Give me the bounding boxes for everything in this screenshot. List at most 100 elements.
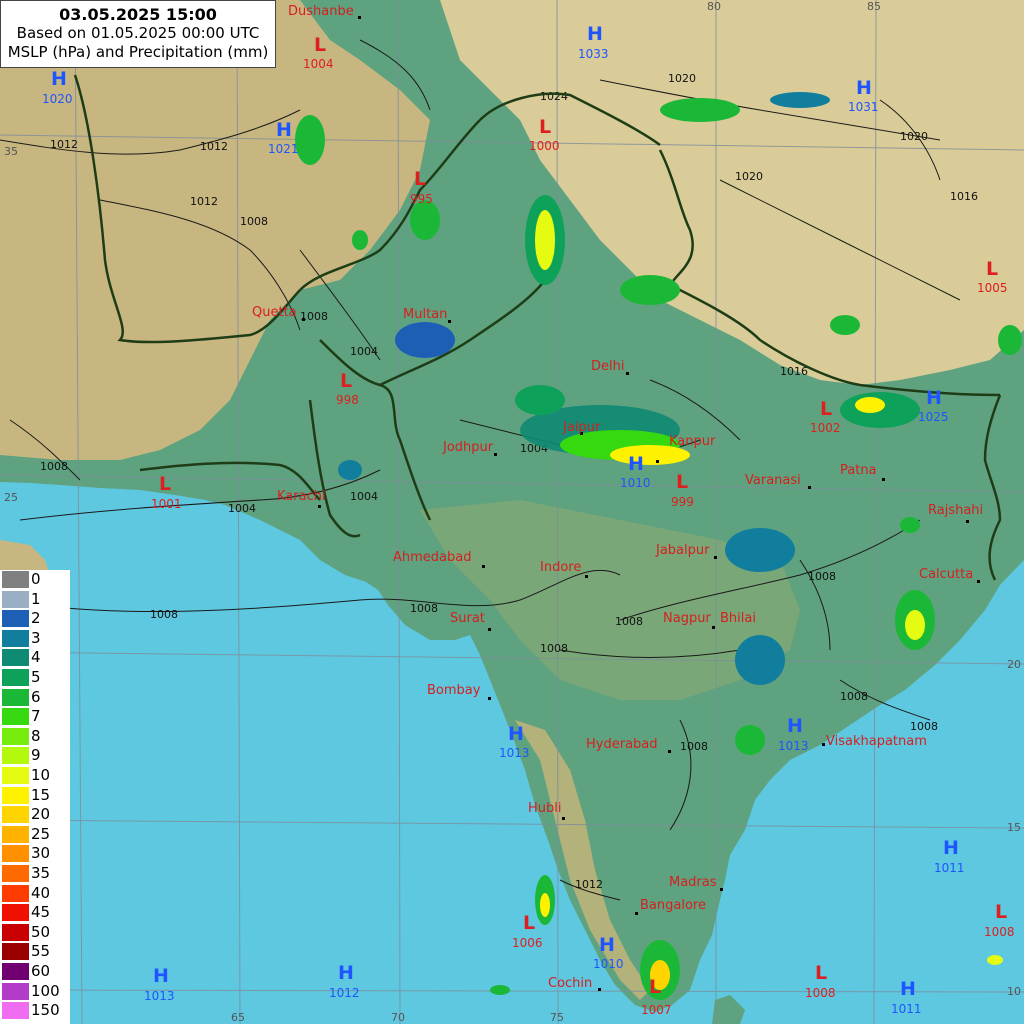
- isobar-label: 1008: [300, 310, 328, 323]
- legend-label: 20: [31, 805, 51, 824]
- isobar-label: 1012: [575, 878, 603, 891]
- grid-label-lat-10: 10: [1007, 985, 1021, 998]
- high-pressure-symbol: H: [943, 837, 959, 859]
- high-pressure-value: 1012: [329, 986, 360, 1000]
- legend-swatch: [2, 571, 29, 588]
- isobar-label: 1012: [190, 195, 218, 208]
- low-pressure-value: 995: [410, 192, 433, 206]
- high-pressure-value: 1010: [620, 476, 651, 490]
- isobar-label: 1020: [668, 72, 696, 85]
- legend-label: 35: [31, 864, 51, 882]
- low-pressure-value: 1007: [641, 1003, 672, 1017]
- low-pressure-symbol: L: [340, 370, 352, 392]
- city-label-indore: Indore: [540, 560, 581, 575]
- isobar-lines: [0, 39, 961, 901]
- low-pressure-value: 1008: [984, 925, 1015, 939]
- legend-label: 3: [31, 628, 41, 647]
- city-label-quetta: Quetta: [252, 305, 297, 320]
- legend-row: 50: [0, 923, 70, 943]
- city-label-jodhpur: Jodhpur: [442, 440, 494, 455]
- city-label-rajshahi: Rajshahi: [928, 503, 983, 518]
- grid-label-lon-65: 65: [231, 1011, 245, 1024]
- legend-label: 150: [31, 1001, 60, 1020]
- city-label-nagpur: Nagpur: [663, 611, 711, 626]
- isobar-label: 1008: [410, 602, 438, 615]
- legend-swatch: [2, 923, 29, 941]
- high-pressure-value: 1025: [918, 410, 949, 424]
- city-label-bombay: Bombay: [427, 683, 481, 698]
- legend-label: 4: [31, 648, 41, 667]
- legend-row: 100: [0, 982, 70, 1002]
- map-title-box: 03.05.2025 15:00 Based on 01.05.2025 00:…: [0, 0, 276, 68]
- legend-swatch: [2, 825, 29, 843]
- high-pressure-symbol: H: [599, 934, 615, 956]
- high-pressure-symbol: H: [900, 978, 916, 1000]
- legend-row: 8: [0, 727, 70, 747]
- legend-swatch: [2, 767, 29, 784]
- legend-label: 55: [31, 942, 51, 961]
- low-pressure-value: 1008: [805, 986, 836, 1000]
- city-label-jabalpur: Jabalpur: [655, 543, 710, 558]
- legend-label: 30: [31, 844, 51, 863]
- low-pressure-value: 999: [671, 495, 694, 509]
- city-label-dushanbe: Dushanbe: [288, 4, 354, 19]
- legend-swatch: [2, 786, 29, 804]
- high-pressure-value: 1021: [268, 142, 299, 156]
- low-pressure-value: 998: [336, 393, 359, 407]
- isobar-label: 1012: [50, 138, 78, 151]
- legend-swatch: [2, 747, 29, 765]
- legend-swatch: [2, 708, 29, 726]
- ghats: [515, 720, 650, 1000]
- city-label-multan: Multan: [403, 307, 447, 322]
- precipitation: [295, 92, 1022, 1000]
- high-pressure-value: 1033: [578, 47, 609, 61]
- pressure-centers: L 1004 H 1033 H 1020 H 1021 L 1000 L 995…: [42, 23, 1015, 1017]
- legend-swatch: [2, 610, 29, 628]
- legend-row: 0: [0, 570, 70, 590]
- city-label-varanasi: Varanasi: [745, 473, 801, 488]
- legend-row: 9: [0, 746, 70, 766]
- legend-swatch: [2, 669, 29, 686]
- high-pressure-symbol: H: [276, 119, 292, 141]
- isobar-label: 1004: [350, 345, 378, 358]
- legend-row: 25: [0, 825, 70, 845]
- city-label-karachi: Karachi: [277, 489, 326, 504]
- isobar-label: 1008: [910, 720, 938, 733]
- city-label-visakhapatnam: Visakhapatnam: [826, 734, 927, 749]
- legend-label: 50: [31, 922, 51, 941]
- grid-label-lon-80: 80: [707, 0, 721, 13]
- legend-row: 30: [0, 844, 70, 864]
- high-pressure-value: 1013: [499, 746, 530, 760]
- legend-swatch: [2, 884, 29, 902]
- isobar-label: 1008: [615, 615, 643, 628]
- legend-swatch: [2, 904, 29, 922]
- isobar-label: 1008: [150, 608, 178, 621]
- city-label-bangalore: Bangalore: [640, 898, 706, 913]
- legend-row: 15: [0, 786, 70, 806]
- legend-label: 15: [31, 785, 51, 804]
- legend-swatch: [2, 1002, 29, 1020]
- legend-swatch: [2, 590, 29, 608]
- high-pressure-value: 1020: [42, 92, 73, 106]
- city-label-cochin: Cochin: [548, 976, 592, 991]
- legend-label: 45: [31, 903, 51, 922]
- low-pressure-value: 1002: [810, 421, 841, 435]
- low-pressure-symbol: L: [815, 962, 827, 984]
- precipitation-legend: 0 1 2 3 4 5 6 7 8 9 10 15 20 25 30 35 40 45 50 55 60 100 150: [0, 570, 70, 1024]
- highland-central: [420, 500, 800, 700]
- grid-label-lat-35: 35: [4, 145, 18, 158]
- grid-label-lat-25: 25: [4, 491, 18, 504]
- legend-swatch: [2, 943, 29, 961]
- low-pressure-symbol: L: [159, 473, 171, 495]
- legend-label: 0: [31, 570, 41, 588]
- arabia-corner: [0, 540, 50, 575]
- legend-row: 4: [0, 648, 70, 668]
- low-pressure-symbol: L: [523, 912, 535, 934]
- city-label-calcutta: Calcutta: [919, 567, 973, 582]
- high-pressure-value: 1010: [593, 957, 624, 971]
- high-pressure-symbol: H: [508, 723, 524, 745]
- low-pressure-symbol: L: [995, 901, 1007, 923]
- legend-swatch: [2, 727, 29, 745]
- legend-label: 40: [31, 883, 51, 902]
